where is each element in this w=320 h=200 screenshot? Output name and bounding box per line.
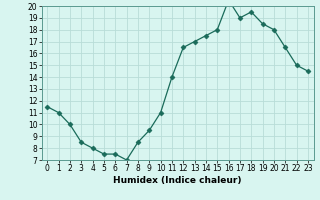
X-axis label: Humidex (Indice chaleur): Humidex (Indice chaleur) [113, 176, 242, 185]
